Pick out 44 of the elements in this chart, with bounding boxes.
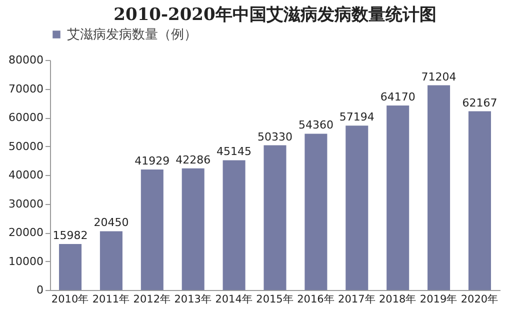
x-tick-label: 2018年 xyxy=(378,294,417,306)
bar xyxy=(140,169,164,290)
bar xyxy=(222,160,246,290)
data-label: 45145 xyxy=(216,145,252,158)
bar xyxy=(468,111,491,290)
y-tick-label: 80000 xyxy=(8,54,44,66)
legend-label: 艾滋病发病数量（例） xyxy=(67,28,197,42)
y-tick-label: 60000 xyxy=(8,111,44,124)
x-tick-label: 2011年 xyxy=(92,294,130,306)
x-tick-label: 2015年 xyxy=(256,294,294,306)
data-label: 42286 xyxy=(176,153,211,166)
data-label: 41929 xyxy=(134,154,170,168)
data-label: 50330 xyxy=(258,130,292,144)
y-tick-label: 0 xyxy=(36,284,44,296)
x-tick-label: 2010年 xyxy=(51,294,90,306)
bar xyxy=(346,126,368,290)
x-tick-label: 2020年 xyxy=(460,294,499,306)
data-label: 71204 xyxy=(421,70,456,84)
data-label: 15982 xyxy=(52,229,88,242)
bar xyxy=(264,145,286,290)
bar xyxy=(59,244,82,290)
data-label: 64170 xyxy=(380,90,416,104)
y-tick-label: 70000 xyxy=(8,82,44,96)
x-tick-label: 2013年 xyxy=(174,294,212,306)
bar xyxy=(428,85,450,290)
y-tick-label: 30000 xyxy=(8,197,44,210)
bar xyxy=(100,231,122,290)
y-tick-label: 50000 xyxy=(8,140,44,153)
bar xyxy=(182,168,204,290)
x-tick-label: 2014年 xyxy=(215,294,253,306)
bar xyxy=(386,106,410,290)
y-tick-label: 20000 xyxy=(8,226,44,239)
chart-title: 2010-2020年中国艾滋病发病数量统计图 xyxy=(114,5,436,25)
data-label: 20450 xyxy=(94,216,129,230)
x-tick-label: 2019年 xyxy=(420,294,458,306)
x-tick-label: 2012年 xyxy=(133,294,172,306)
data-label: 54360 xyxy=(298,118,334,132)
data-label: 57194 xyxy=(339,110,374,124)
x-tick-label: 2016年 xyxy=(297,294,335,306)
bar xyxy=(304,134,328,290)
x-tick-label: 2017年 xyxy=(338,294,376,306)
y-tick-label: 10000 xyxy=(8,254,44,268)
y-tick-label: 40000 xyxy=(8,168,44,182)
data-label: 62167 xyxy=(462,96,498,110)
